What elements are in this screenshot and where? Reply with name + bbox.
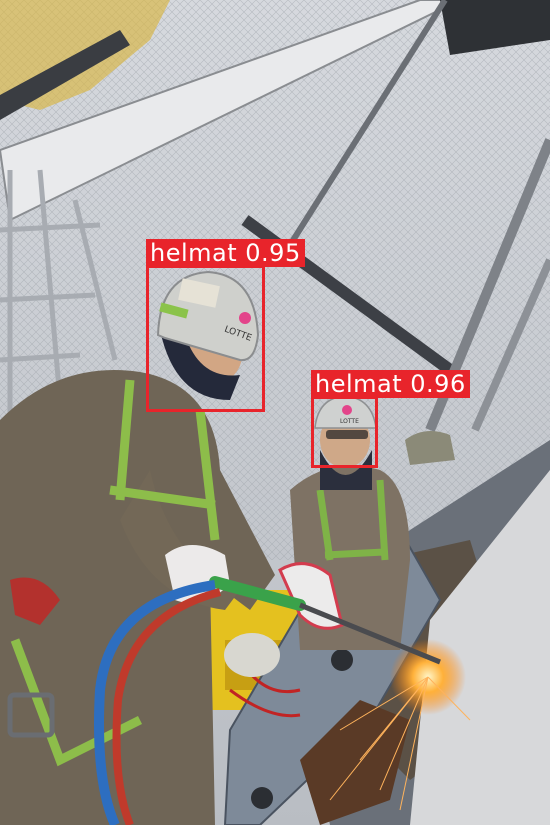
helmet-detection-label-2: helmat 0.96 [311, 370, 470, 398]
helmet-detection-box-2 [311, 396, 378, 468]
helmet-sticker-green [159, 302, 189, 319]
scaffolding [0, 169, 118, 420]
diagonal-rod-4 [471, 258, 550, 432]
helmet-detection-label-1: helmat 0.95 [146, 239, 305, 267]
red-harness-strap [10, 577, 60, 625]
cable-reel [224, 633, 280, 677]
torch-handle [209, 576, 306, 611]
blue-hose [94, 580, 216, 825]
burn-mark [300, 700, 410, 825]
worker1-helmet-dot [239, 312, 251, 324]
worker1-right-glove [278, 562, 344, 630]
worker1-harness [10, 379, 220, 767]
spark-streaks [329, 676, 471, 811]
worker2-helmet-dot [342, 405, 352, 415]
worker2-glasses [326, 430, 368, 439]
steel-beam-top-right [440, 0, 550, 55]
worker2-glove [405, 431, 455, 465]
diagonal-rod-2 [287, 0, 448, 247]
red-hose [112, 588, 221, 825]
worker2-mask [320, 450, 372, 490]
torch-nozzle [299, 602, 441, 665]
steel-beam-dark [0, 30, 130, 120]
helmet-detection-box-1 [146, 265, 265, 412]
worker2-helmet-text: LOTTE [340, 418, 359, 425]
worker2-harness [316, 479, 389, 561]
worker1-mask [160, 330, 240, 400]
steel-beam-top [0, 0, 461, 222]
helmet-sticker [178, 278, 220, 308]
harness-buckle [7, 692, 55, 738]
white-pipe [410, 470, 550, 825]
